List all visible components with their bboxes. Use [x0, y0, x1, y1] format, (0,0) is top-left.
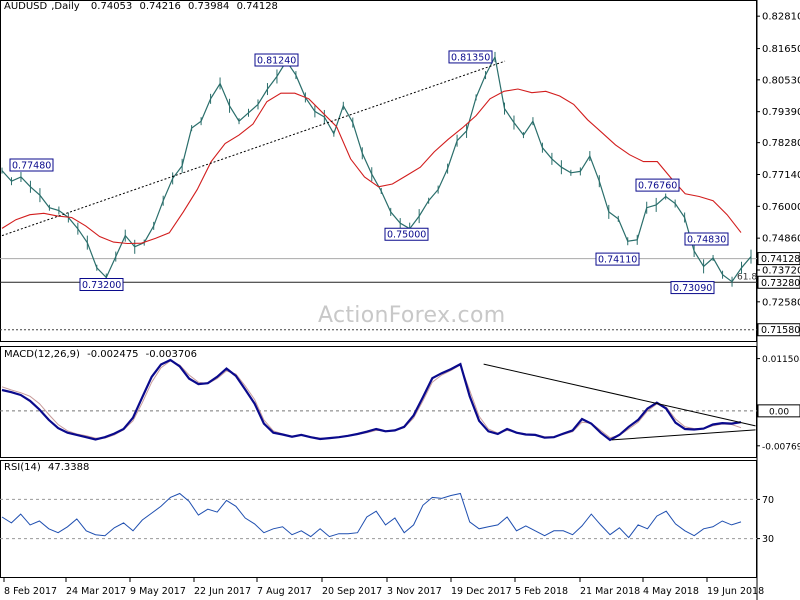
price-series-line — [1, 55, 752, 283]
macd-panel-frame — [0, 346, 757, 458]
x-tick-label: 4 May 2018 — [643, 586, 699, 597]
price-annotation-box — [684, 232, 729, 246]
price-annotation-label: 0.77480 — [12, 160, 51, 171]
price-annotation-box — [670, 281, 715, 295]
price-annotation-label: 0.74830 — [687, 234, 726, 245]
price-tag-label: 0.73280 — [761, 278, 800, 289]
x-tick-label: 5 Feb 2018 — [515, 586, 568, 597]
x-tick-label: 3 Nov 2017 — [387, 586, 442, 597]
price-tag-box — [757, 275, 800, 289]
price-panel-header: AUDUSD ,Daily 0.74053 0.74216 0.73984 0.7… — [4, 1, 282, 12]
x-tick-label: 19 Dec 2017 — [451, 586, 512, 597]
price-annotation-box — [254, 53, 299, 67]
x-tick-label: 22 Jun 2017 — [194, 586, 251, 597]
rsi-value: 47.3388 — [47, 462, 90, 473]
x-tick-label: 7 Aug 2017 — [257, 586, 312, 597]
x-tick-label: 21 Mar 2018 — [580, 586, 640, 597]
macd-line — [1, 358, 742, 442]
price-y-tick-label: 0.79390 — [762, 107, 800, 118]
price-tag-label: 0.74128 — [761, 254, 800, 265]
symbol-label: AUDUSD ,Daily — [4, 1, 80, 12]
rsi-title: RSI(14) — [4, 462, 41, 473]
macd-panel-header: MACD(12,26,9) -0.002475 -0.003706 — [4, 349, 201, 360]
price-annotation-box — [79, 278, 124, 292]
price-annotation-box — [635, 178, 680, 192]
rsi-y-tick-label: 30 — [762, 534, 774, 545]
macd-y-tick-label: 0.011508 — [762, 355, 800, 365]
signal-value: -0.003706 — [145, 349, 197, 360]
price-tag-box — [757, 252, 800, 266]
x-tick-label: 20 Sep 2017 — [322, 586, 382, 597]
price-annotation-label: 0.81240 — [257, 56, 296, 67]
price-annotation-label: 0.81350 — [451, 52, 490, 63]
price-y-tick-label: 0.78280 — [762, 138, 800, 149]
price-y-tick-label: 0.73720 — [762, 265, 800, 276]
x-tick-label: 19 Jun 2018 — [707, 586, 764, 597]
macd-zero-tag — [757, 404, 800, 418]
rsi-panel-frame — [0, 460, 757, 578]
price-y-tick-label: 0.81650 — [762, 44, 800, 55]
price-tag-box — [757, 323, 800, 337]
x-tick-label: 8 Feb 2017 — [4, 586, 57, 597]
macd-trendline — [611, 429, 756, 441]
price-annotation-box — [595, 252, 640, 266]
fib-label: 61.8 — [737, 272, 757, 282]
price-y-tick-label: 0.77140 — [762, 170, 800, 181]
price-annotation-label: 0.75000 — [387, 230, 426, 241]
price-y-tick-label: 0.74860 — [762, 234, 800, 245]
price-annotation-label: 0.73200 — [82, 280, 121, 291]
price-annotation-box — [9, 158, 54, 172]
macd-y-tick-label: -0.007694 — [762, 442, 800, 452]
price-annotation-label: 0.76760 — [638, 181, 677, 192]
x-tick-label: 24 Mar 2017 — [66, 586, 126, 597]
x-tick-label: 9 May 2017 — [130, 586, 186, 597]
ohlc-high: 0.74216 — [139, 1, 181, 12]
price-annotation-box — [384, 227, 429, 241]
price-tag-label: 0.71580 — [761, 325, 800, 336]
price-annotation-label: 0.73090 — [673, 283, 712, 294]
macd-trendline — [483, 363, 756, 427]
rsi-line — [1, 492, 742, 539]
macd-zero-tag-label: 0.00 — [769, 407, 789, 417]
price-y-tick-label: 0.80530 — [762, 75, 800, 86]
ohlc-close: 0.74128 — [236, 1, 278, 12]
price-y-tick-label: 0.72580 — [762, 297, 800, 308]
ohlc-low: 0.73984 — [188, 1, 230, 12]
macd-value: -0.002475 — [87, 349, 139, 360]
price-y-tick-label: 0.76000 — [762, 202, 800, 213]
price-annotation-label: 0.74110 — [598, 255, 637, 266]
moving-average-line — [1, 88, 742, 245]
macd-title: MACD(12,26,9) — [4, 349, 80, 360]
price-trendline — [1, 60, 506, 237]
price-annotation-box — [448, 50, 493, 64]
rsi-y-tick-label: 70 — [762, 495, 774, 506]
watermark: ActionForex.com — [318, 303, 506, 328]
rsi-panel-header: RSI(14) 47.3388 — [4, 462, 93, 473]
ohlc-open: 0.74053 — [90, 1, 133, 12]
price-y-tick-label: 0.82810 — [762, 12, 800, 23]
